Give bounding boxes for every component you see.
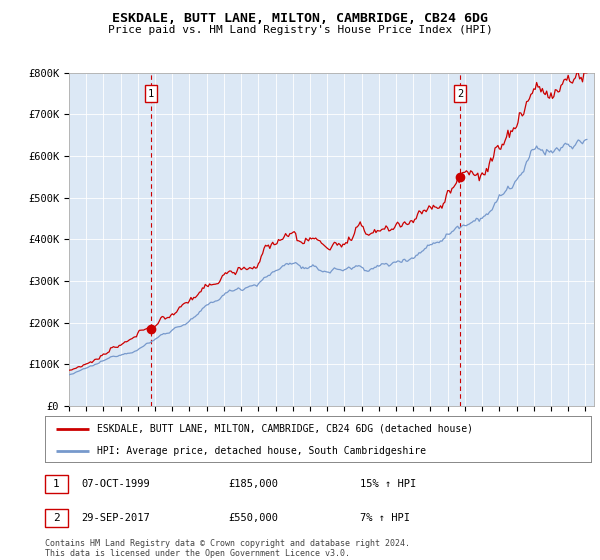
Text: £550,000: £550,000 xyxy=(228,513,278,523)
Text: 07-OCT-1999: 07-OCT-1999 xyxy=(81,479,150,489)
Text: Price paid vs. HM Land Registry's House Price Index (HPI): Price paid vs. HM Land Registry's House … xyxy=(107,25,493,35)
Text: 1: 1 xyxy=(53,479,60,489)
Text: 15% ↑ HPI: 15% ↑ HPI xyxy=(360,479,416,489)
Text: 7% ↑ HPI: 7% ↑ HPI xyxy=(360,513,410,523)
Text: ESKDALE, BUTT LANE, MILTON, CAMBRIDGE, CB24 6DG: ESKDALE, BUTT LANE, MILTON, CAMBRIDGE, C… xyxy=(112,12,488,25)
Text: Contains HM Land Registry data © Crown copyright and database right 2024.
This d: Contains HM Land Registry data © Crown c… xyxy=(45,539,410,558)
Text: HPI: Average price, detached house, South Cambridgeshire: HPI: Average price, detached house, Sout… xyxy=(97,446,426,455)
Text: 2: 2 xyxy=(457,88,463,99)
Text: 1: 1 xyxy=(148,88,154,99)
Text: 29-SEP-2017: 29-SEP-2017 xyxy=(81,513,150,523)
Text: 2: 2 xyxy=(53,513,60,523)
Text: £185,000: £185,000 xyxy=(228,479,278,489)
Text: ESKDALE, BUTT LANE, MILTON, CAMBRIDGE, CB24 6DG (detached house): ESKDALE, BUTT LANE, MILTON, CAMBRIDGE, C… xyxy=(97,424,473,434)
